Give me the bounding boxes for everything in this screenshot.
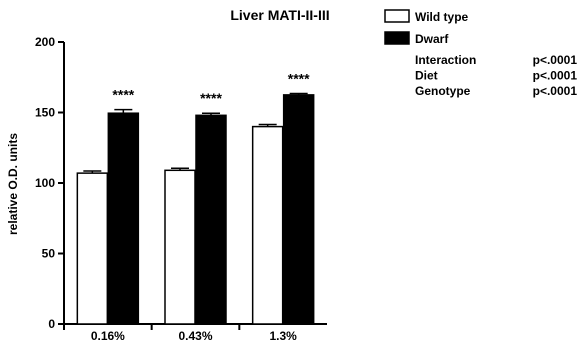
x-tick-label: 1.3% — [269, 329, 297, 343]
axes: 0 50 100 150 200 0.16% 0.43% 1.3% — [35, 35, 327, 343]
bar — [107, 112, 140, 325]
significance-label: **** — [200, 90, 222, 106]
x-tick-label: 0.43% — [178, 329, 212, 343]
bar — [251, 125, 284, 325]
bar — [164, 169, 196, 325]
legend-swatch — [384, 9, 410, 23]
y-tick-label: 100 — [35, 176, 55, 190]
bar — [76, 172, 109, 325]
legend-swatch — [384, 31, 410, 45]
y-tick-label: 200 — [35, 35, 55, 49]
legend: Wild type Dwarf — [384, 9, 469, 46]
y-tick-label: 50 — [42, 247, 56, 261]
legend-label: Dwarf — [415, 32, 449, 46]
legend-label: Wild type — [415, 10, 469, 24]
y-tick-label: 150 — [35, 106, 55, 120]
bar — [195, 114, 227, 325]
y-tick-label: 0 — [48, 317, 55, 331]
stat-label: Interaction — [415, 53, 476, 67]
stat-value: p<.0001 — [533, 53, 578, 67]
stat-label: Genotype — [415, 84, 471, 98]
x-tick-label: 0.16% — [91, 329, 125, 343]
significance-label: **** — [288, 70, 310, 86]
y-axis-label: relative O.D. units — [6, 133, 20, 235]
stat-label: Diet — [415, 69, 438, 83]
stat-value: p<.0001 — [533, 84, 578, 98]
significance-label: **** — [112, 87, 134, 103]
stat-value: p<.0001 — [533, 69, 578, 83]
chart-title: Liver MATI-II-III — [230, 7, 329, 23]
stats-annotation: Interaction p<.0001 Diet p<.0001 Genotype p<.… — [415, 53, 577, 98]
bars: **** **** **** — [76, 70, 315, 325]
bar — [282, 94, 315, 325]
